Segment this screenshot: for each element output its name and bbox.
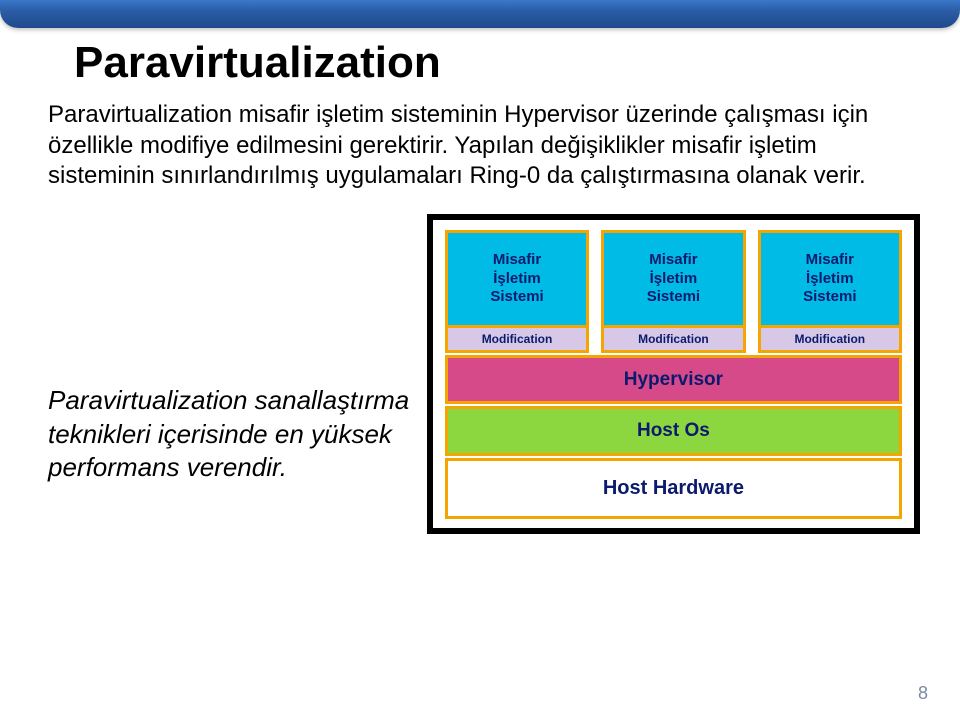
guest-col-3: MisafirİşletimSistemi Modification (758, 230, 902, 353)
host-os-layer: Host Os (445, 406, 902, 456)
guest-os-box: MisafirİşletimSistemi (601, 230, 745, 328)
note-text: Paravirtualization sanallaştırma teknikl… (48, 384, 413, 484)
slide-content: Paravirtualization Paravirtualization mi… (0, 28, 960, 534)
diagram-inner: MisafirİşletimSistemi Modification Misaf… (433, 220, 914, 528)
modification-box: Modification (758, 328, 902, 353)
page-number: 8 (918, 683, 928, 704)
modification-box: Modification (601, 328, 745, 353)
host-hardware-layer: Host Hardware (445, 458, 902, 519)
lower-row: Paravirtualization sanallaştırma teknikl… (48, 214, 920, 534)
diagram: MisafirİşletimSistemi Modification Misaf… (427, 214, 920, 534)
guest-os-box: MisafirİşletimSistemi (758, 230, 902, 328)
hypervisor-layer: Hypervisor (445, 355, 902, 405)
note-column: Paravirtualization sanallaştırma teknikl… (48, 214, 413, 534)
slide-body-text: Paravirtualization misafir işletim siste… (48, 100, 920, 192)
guest-col-1: MisafirİşletimSistemi Modification (445, 230, 589, 353)
modification-box: Modification (445, 328, 589, 353)
guest-os-box: MisafirİşletimSistemi (445, 230, 589, 328)
slide-header-bar (0, 0, 960, 28)
guest-col-2: MisafirİşletimSistemi Modification (601, 230, 745, 353)
slide-title: Paravirtualization (74, 38, 920, 88)
guest-row: MisafirİşletimSistemi Modification Misaf… (439, 226, 908, 353)
